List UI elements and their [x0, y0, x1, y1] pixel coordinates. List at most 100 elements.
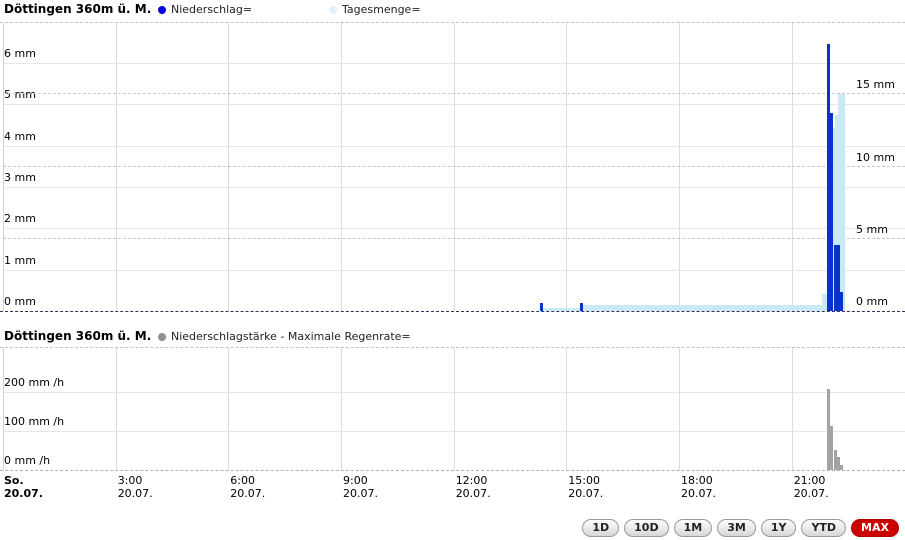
- y-axis-label-left: 5 mm: [4, 88, 36, 102]
- vertical-gridline: [228, 23, 229, 311]
- rate-bar: [833, 450, 837, 470]
- hgridline-left: [3, 187, 905, 188]
- x-axis-label-time: 21:00: [793, 474, 826, 487]
- precip-bar: [836, 244, 840, 311]
- x-axis-label: 9:00 20.07.: [343, 474, 378, 500]
- x-axis-label-time: 18:00: [681, 474, 713, 487]
- y-axis-label-right: 10 mm: [856, 150, 895, 164]
- precip-bar: [539, 302, 543, 311]
- rate-bar: [839, 464, 843, 470]
- regenrate-legend-dot-icon: [158, 332, 166, 341]
- vertical-gridline: [679, 348, 680, 470]
- y-axis-label-left: 200 mm /h: [4, 375, 65, 389]
- precip-bar: [833, 244, 837, 311]
- vertical-gridline: [566, 348, 567, 470]
- rainrate-chart[interactable]: 0 mm /h 100 mm /h 200 mm /h: [0, 347, 905, 471]
- legend-regenrate: Niederschlagstärke - Maximale Regenrate=: [158, 330, 411, 343]
- y-axis-label-left: 2 mm: [4, 212, 36, 226]
- hgridline-right: [3, 237, 905, 239]
- y-axis-label-left: 100 mm /h: [4, 414, 65, 428]
- x-axis-label: 21:00 20.07.: [794, 474, 829, 500]
- legend-niederschlag: Niederschlag=: [158, 3, 252, 16]
- vertical-gridline: [454, 348, 455, 470]
- x-axis-label-time: 6:00: [230, 474, 255, 487]
- legend-tagesmenge: Tagesmenge=: [329, 3, 421, 16]
- vertical-gridline: [116, 23, 117, 311]
- x-axis-label-time: 15:00: [568, 474, 600, 487]
- hgridline-left: [3, 269, 905, 271]
- precip-bar: [827, 44, 830, 311]
- rate-bar: [836, 457, 840, 470]
- niederschlag-legend-dot-icon: [158, 5, 166, 14]
- range-button-1y[interactable]: 1Y: [760, 519, 797, 537]
- x-axis-label-time: 3:00: [117, 474, 143, 487]
- y-axis-label-right: 5 mm: [856, 222, 888, 236]
- daily-total-area-segment: [822, 293, 827, 311]
- x-axis-label-date: 20.07.: [568, 487, 604, 500]
- x-axis-label-date: 20.07.: [793, 487, 829, 500]
- y-axis-label-right: 0 mm: [856, 295, 888, 308]
- chart1-title: Döttingen 360m ü. M.: [4, 2, 152, 16]
- x-axis-label-date: 20.07.: [343, 487, 378, 500]
- range-button-3m[interactable]: 3M: [717, 519, 756, 537]
- y-axis-label-left: 0 mm /h: [4, 454, 51, 467]
- rate-bar: [830, 426, 834, 470]
- daily-total-area-segment: [838, 94, 845, 311]
- vertical-gridline: [792, 348, 793, 470]
- daily-total-area-segment: [831, 127, 836, 311]
- daily-total-area-segment: [581, 304, 823, 311]
- x-axis-label: 3:00 20.07.: [118, 474, 153, 500]
- hgridline-right: [3, 93, 905, 95]
- legend-niederschlag-label: Niederschlag=: [171, 3, 253, 16]
- precip-bar: [579, 302, 583, 311]
- legend-tagesmenge-label: Tagesmenge=: [342, 3, 421, 16]
- range-button-1d[interactable]: 1D: [582, 519, 620, 537]
- x-axis-label: 18:00 20.07.: [681, 474, 716, 500]
- plot-left-border: [3, 23, 4, 311]
- x-axis-label-time: 9:00: [343, 474, 368, 487]
- x-axis-label-date: 20.07.: [681, 487, 716, 500]
- hgridline-left: [3, 430, 905, 432]
- y-axis-label-left: 4 mm: [4, 129, 36, 143]
- hgridline-left: [3, 63, 905, 64]
- x-axis-label: 6:00 20.07.: [230, 474, 265, 500]
- precip-bar: [830, 112, 834, 311]
- x-axis-label-date: 20.07.: [4, 487, 43, 500]
- y-axis-label-left: 3 mm: [4, 171, 36, 184]
- daily-total-area-segment: [835, 114, 839, 311]
- x-axis-label-date: 20.07.: [230, 487, 266, 500]
- x-axis-label: So. 20.07.: [4, 474, 43, 500]
- plot-left-border: [3, 348, 4, 470]
- x-axis-label: 15:00 20.07.: [568, 474, 603, 500]
- range-button-10d[interactable]: 10D: [624, 519, 669, 537]
- legend-regenrate-label: Niederschlagstärke - Maximale Regenrate=: [171, 330, 411, 343]
- x-axis-label-date: 20.07.: [117, 487, 153, 500]
- range-button-ytd[interactable]: YTD: [801, 519, 847, 537]
- daily-total-area-segment: [541, 308, 581, 311]
- vertical-gridline: [566, 23, 567, 311]
- hgridline-left: [3, 228, 905, 230]
- chart2-title: Döttingen 360m ü. M.: [4, 329, 152, 343]
- vertical-gridline: [341, 348, 342, 470]
- x-axis-label-time: 12:00: [455, 474, 488, 487]
- y-axis-label-left: 1 mm: [4, 253, 36, 267]
- x-axis-label-time: So.: [4, 474, 24, 487]
- range-button-1m[interactable]: 1M: [673, 519, 713, 537]
- vertical-gridline: [792, 23, 793, 311]
- y-axis-label-right: 15 mm: [856, 78, 895, 92]
- vertical-gridline: [341, 23, 342, 311]
- rate-bar: [827, 389, 830, 470]
- x-axis-label: 12:00 20.07.: [456, 474, 491, 500]
- vertical-gridline: [454, 23, 455, 311]
- vertical-gridline: [228, 348, 229, 470]
- vertical-gridline: [116, 348, 117, 470]
- precipitation-chart[interactable]: 0 mm 1 mm 2 mm 3 mm 4 mm 5 mm 6 mm 0 mm 5 mm 10 m…: [0, 22, 905, 312]
- rainrate-chart-header: Döttingen 360m ü. M. Niederschlagstärke …: [0, 329, 905, 347]
- hgridline-left: [3, 104, 905, 106]
- tagesmenge-legend-dot-icon: [329, 5, 337, 14]
- vertical-gridline: [679, 23, 680, 311]
- y-axis-label-left: 6 mm: [4, 47, 36, 61]
- hgridline-left: [3, 145, 905, 147]
- range-button-max[interactable]: MAX: [851, 519, 899, 537]
